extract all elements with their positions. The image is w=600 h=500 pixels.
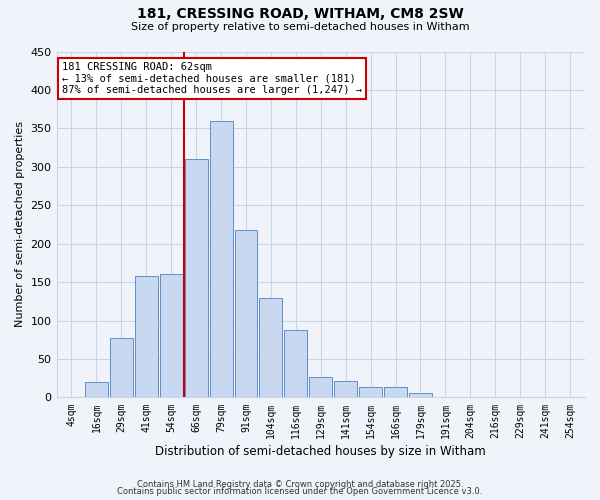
Bar	[384, 386, 407, 398]
Bar	[209, 120, 233, 398]
Text: 181, CRESSING ROAD, WITHAM, CM8 2SW: 181, CRESSING ROAD, WITHAM, CM8 2SW	[137, 8, 463, 22]
Bar	[185, 159, 208, 398]
Y-axis label: Number of semi-detached properties: Number of semi-detached properties	[15, 122, 25, 328]
Bar	[334, 380, 357, 398]
Bar	[160, 274, 182, 398]
Bar	[409, 393, 432, 398]
Bar	[359, 386, 382, 398]
Text: Size of property relative to semi-detached houses in Witham: Size of property relative to semi-detach…	[131, 22, 469, 32]
Bar	[135, 276, 158, 398]
Bar	[235, 230, 257, 398]
Bar	[85, 382, 108, 398]
Text: Contains public sector information licensed under the Open Government Licence v3: Contains public sector information licen…	[118, 487, 482, 496]
Text: Contains HM Land Registry data © Crown copyright and database right 2025.: Contains HM Land Registry data © Crown c…	[137, 480, 463, 489]
Text: 181 CRESSING ROAD: 62sqm
← 13% of semi-detached houses are smaller (181)
87% of : 181 CRESSING ROAD: 62sqm ← 13% of semi-d…	[62, 62, 362, 95]
Bar	[110, 338, 133, 398]
Bar	[259, 298, 283, 398]
Bar	[284, 330, 307, 398]
X-axis label: Distribution of semi-detached houses by size in Witham: Distribution of semi-detached houses by …	[155, 444, 486, 458]
Bar	[310, 378, 332, 398]
